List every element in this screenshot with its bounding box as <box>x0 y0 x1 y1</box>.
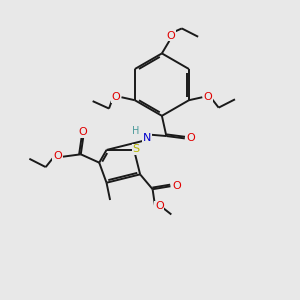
Text: O: O <box>112 92 121 102</box>
Text: S: S <box>132 144 140 154</box>
Text: O: O <box>79 127 88 137</box>
Text: O: O <box>155 202 164 212</box>
Text: O: O <box>53 151 62 161</box>
Text: O: O <box>203 92 212 102</box>
Text: O: O <box>172 181 181 191</box>
Text: O: O <box>186 134 195 143</box>
Text: N: N <box>143 134 151 143</box>
Text: H: H <box>132 126 140 136</box>
Text: O: O <box>166 31 175 40</box>
